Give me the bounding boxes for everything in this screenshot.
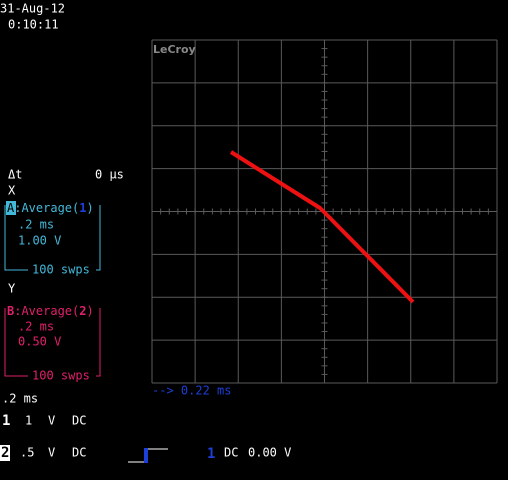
x-badge-bg	[6, 201, 16, 215]
x-timebase: .2 ms	[18, 218, 54, 232]
y-close: )	[87, 304, 94, 318]
ch2-badge-bg	[0, 445, 10, 461]
x-source: 1	[79, 201, 86, 215]
graticule	[151, 39, 498, 384]
y-trace-title: B:Average(2)	[7, 304, 94, 318]
ch2-number: 2	[1, 445, 9, 461]
time: 0:10:11	[8, 18, 59, 32]
trigger-level: 0.00 V	[248, 446, 291, 460]
date: 31-Aug-12	[0, 2, 65, 16]
trigger-source: 1	[207, 446, 215, 462]
trigger-coupling: DC	[224, 446, 238, 460]
trigger-marker	[144, 448, 148, 463]
x-trace-title: A:Average(1)	[7, 201, 94, 215]
ch1-scale: 1	[25, 414, 32, 428]
x-close: )	[87, 201, 94, 215]
x-axis-label: X	[8, 184, 16, 198]
x-trace-box	[4, 205, 101, 271]
y-scale: 0.50 V	[18, 335, 61, 349]
x-scale: 1.00 V	[18, 234, 61, 248]
ch1-number: 1	[2, 413, 10, 429]
ch2-unit: V	[48, 446, 55, 460]
x-badge: A	[7, 201, 15, 215]
y-sweeps: 100 swps	[32, 369, 90, 383]
delay: --> 0.22 ms	[152, 384, 231, 398]
y-axis-label: Y	[8, 282, 16, 296]
ch1-unit: V	[48, 414, 55, 428]
y-timebase: .2 ms	[18, 320, 54, 334]
cursor-value: 0 μs	[95, 168, 124, 182]
y-trace-box	[4, 308, 101, 377]
timebase: .2 ms	[2, 392, 38, 406]
cursor-label: Δt	[8, 168, 22, 182]
x-sweeps: 100 swps	[32, 263, 90, 277]
x-function: :Average(	[14, 201, 79, 215]
y-source: 2	[79, 304, 86, 318]
xy-trace	[229, 150, 415, 304]
ch2-coupling: DC	[72, 446, 86, 460]
ch2-scale: .5	[20, 446, 34, 460]
y-badge: B	[7, 304, 14, 318]
y-function: :Average(	[14, 304, 79, 318]
brand: LeCroy	[153, 43, 196, 56]
ch1-coupling: DC	[72, 414, 86, 428]
